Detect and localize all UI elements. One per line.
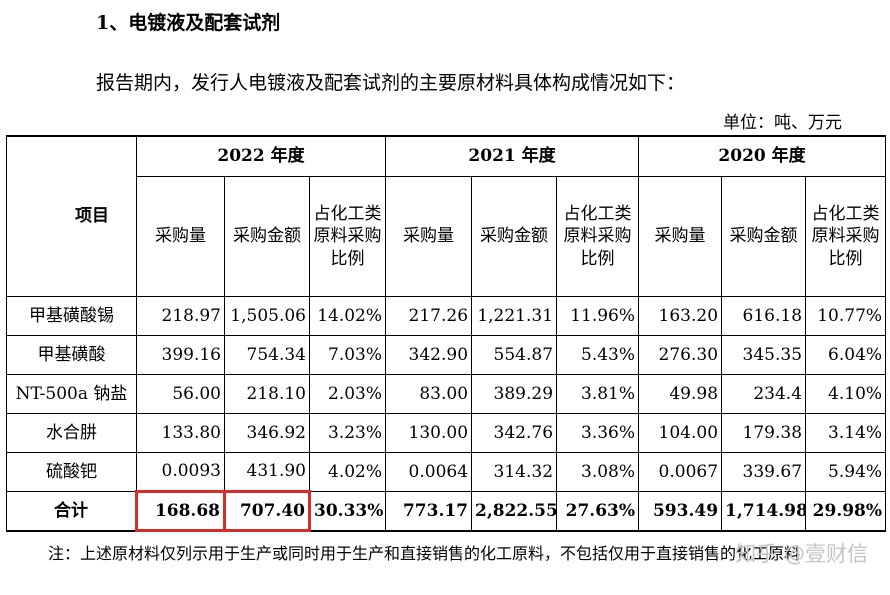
table-cell: 218.10 [224, 374, 310, 414]
table-cell: 1,505.06 [224, 296, 310, 336]
row-label: 硫酸钯 [6, 452, 137, 492]
subheader-amount: 采购金额 [721, 176, 807, 297]
intro-paragraph: 报告期内，发行人电镀液及配套试剂的主要原材料具体构成情况如下： [96, 72, 686, 94]
table-cell: 4.10% [805, 374, 887, 414]
highlighted-total-cell: 707.40 [223, 490, 311, 532]
table-row: 甲基磺酸锡 218.97 1,505.06 14.02% 217.26 1,22… [6, 296, 887, 336]
table-cell: 342.90 [385, 335, 473, 375]
table-cell: 0.0064 [385, 452, 473, 492]
row-label: 甲基磺酸 [6, 335, 137, 375]
subheader-ratio: 占化工类原料采购比例 [308, 176, 387, 297]
watermark: 知乎 @壹财信 [735, 542, 868, 566]
section-heading: 1、电镀液及配套试剂 [96, 12, 281, 34]
subheader-quantity: 采购量 [136, 176, 225, 297]
table-cell: 3.08% [556, 452, 640, 492]
materials-table: 项目 2022 年度 2021 年度 2020 年度 采购量 采购金额 占化工类… [6, 135, 887, 532]
table-cell: 6.04% [805, 335, 887, 375]
table-cell: 389.29 [471, 374, 558, 414]
table-cell: 2.03% [308, 374, 387, 414]
table-cell: 217.26 [385, 296, 473, 336]
total-cell: 30.33% [308, 491, 387, 531]
table-cell: 1,221.31 [471, 296, 558, 336]
table-cell: 276.30 [638, 335, 723, 375]
table-cell: 314.32 [471, 452, 558, 492]
year-header-2021: 2021 年度 [385, 135, 640, 177]
subheader-ratio: 占化工类原料采购比例 [805, 176, 887, 297]
total-cell: 29.98% [805, 491, 887, 531]
table-cell: 3.36% [556, 413, 640, 453]
table-cell: 345.35 [721, 335, 807, 375]
table-row: 水合肼 133.80 346.92 3.23% 130.00 342.76 3.… [6, 413, 887, 453]
subheader-ratio: 占化工类原料采购比例 [556, 176, 640, 297]
table-cell: 218.97 [136, 296, 225, 336]
table-cell: 616.18 [721, 296, 807, 336]
table-cell: 179.38 [721, 413, 807, 453]
table-cell: 104.00 [638, 413, 723, 453]
total-row: 合计 168.68 707.40 30.33% 773.17 2,822.55 … [6, 490, 887, 532]
total-cell: 27.63% [556, 491, 640, 531]
table-cell: 754.34 [224, 335, 310, 375]
table-cell: 130.00 [385, 413, 473, 453]
year-header-row: 项目 2022 年度 2021 年度 2020 年度 [6, 135, 887, 297]
subheader-amount: 采购金额 [471, 176, 558, 297]
year-header-2020: 2020 年度 [638, 135, 887, 177]
row-label: NT-500a 钠盐 [6, 374, 137, 414]
total-cell: 773.17 [385, 491, 473, 531]
total-cell: 1,714.98 [721, 491, 807, 531]
table-cell: 163.20 [638, 296, 723, 336]
table-cell: 0.0067 [638, 452, 723, 492]
table-cell: 0.0093 [136, 452, 225, 492]
item-column-header: 项目 [6, 135, 137, 297]
table-row: 硫酸钯 0.0093 431.90 4.02% 0.0064 314.32 3.… [6, 452, 887, 492]
table-cell: 554.87 [471, 335, 558, 375]
table-cell: 339.67 [721, 452, 807, 492]
subheader-amount: 采购金额 [224, 176, 310, 297]
row-label: 甲基磺酸锡 [6, 296, 137, 336]
subheader-quantity: 采购量 [385, 176, 473, 297]
subheader-row: 采购量 采购金额 占化工类原料采购比例 采购量 采购金额 占化工类原料采购比例 … [7, 176, 887, 297]
footnote: 注：上述原材料仅列示用于生产或同时用于生产和直接销售的化工原料，不包括仅用于直接… [48, 544, 801, 563]
subheader-quantity: 采购量 [638, 176, 723, 297]
year-header-2022: 2022 年度 [135, 135, 387, 177]
table-cell: 14.02% [308, 296, 387, 336]
highlighted-total-cell: 168.68 [135, 490, 226, 532]
table-cell: 83.00 [385, 374, 473, 414]
table-row: NT-500a 钠盐 56.00 218.10 2.03% 83.00 389.… [6, 374, 887, 414]
table-cell: 399.16 [136, 335, 225, 375]
table-cell: 133.80 [136, 413, 225, 453]
table-cell: 3.81% [556, 374, 640, 414]
table-cell: 11.96% [556, 296, 640, 336]
table-cell: 5.94% [805, 452, 887, 492]
table-cell: 234.4 [721, 374, 807, 414]
table-cell: 7.03% [308, 335, 387, 375]
table-cell: 49.98 [638, 374, 723, 414]
table-cell: 346.92 [224, 413, 310, 453]
table-cell: 10.77% [805, 296, 887, 336]
table-cell: 3.23% [308, 413, 387, 453]
table-cell: 342.76 [471, 413, 558, 453]
unit-label: 单位：吨、万元 [723, 113, 842, 133]
total-cell: 2,822.55 [471, 491, 558, 531]
table-cell: 431.90 [224, 452, 310, 492]
table-cell: 3.14% [805, 413, 887, 453]
table-cell: 5.43% [556, 335, 640, 375]
table-cell: 56.00 [136, 374, 225, 414]
table-cell: 4.02% [308, 452, 387, 492]
table-row: 甲基磺酸 399.16 754.34 7.03% 342.90 554.87 5… [6, 335, 887, 375]
row-label: 水合肼 [6, 413, 137, 453]
total-label: 合计 [6, 491, 137, 531]
total-cell: 593.49 [638, 491, 723, 531]
